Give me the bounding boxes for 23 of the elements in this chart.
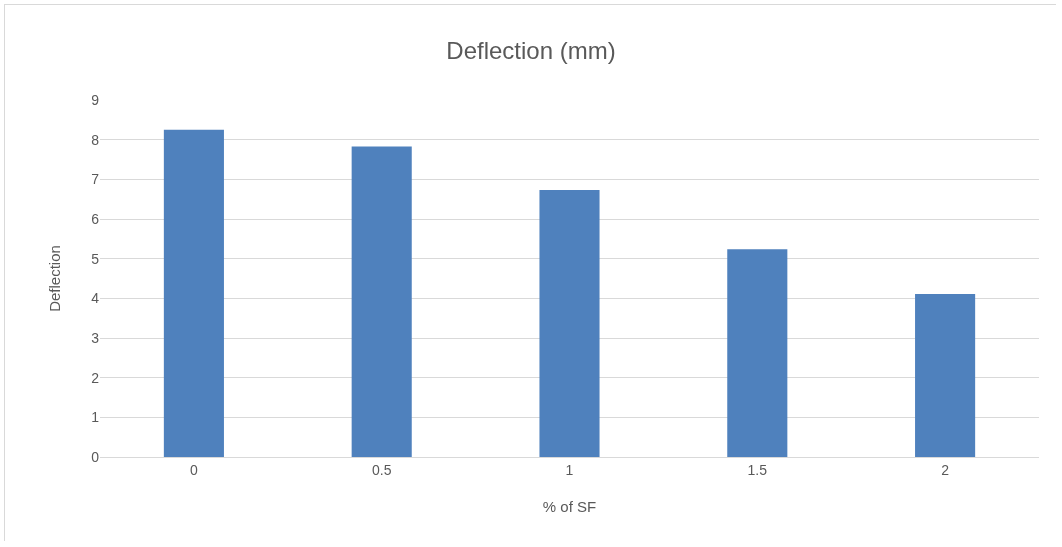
y-tick-label: 3	[91, 329, 100, 346]
bar	[727, 249, 788, 457]
y-tick-label: 4	[91, 290, 100, 307]
x-tick-label: 0	[190, 461, 198, 478]
y-tick-label: 1	[91, 409, 100, 426]
y-tick-label: 6	[91, 210, 100, 227]
chart-title: Deflection (mm)	[446, 37, 616, 65]
x-tick-label: 1.5	[747, 461, 768, 478]
x-tick-label: 0.5	[371, 461, 392, 478]
y-tick-label: 8	[91, 131, 100, 148]
x-tick-label: 2	[941, 461, 950, 478]
x-axis-title: % of SF	[542, 498, 597, 515]
y-tick-label: 2	[91, 369, 100, 386]
y-tick-label: 9	[91, 91, 100, 108]
y-tick-label: 0	[91, 448, 100, 465]
x-tick-label: 1	[565, 461, 574, 478]
bar	[539, 190, 600, 457]
y-tick-label: 7	[91, 171, 100, 188]
bar	[351, 146, 412, 457]
y-axis-title: Deflection	[46, 245, 63, 312]
y-tick-label: 5	[91, 250, 100, 267]
bar	[915, 293, 976, 457]
bar	[163, 129, 224, 457]
